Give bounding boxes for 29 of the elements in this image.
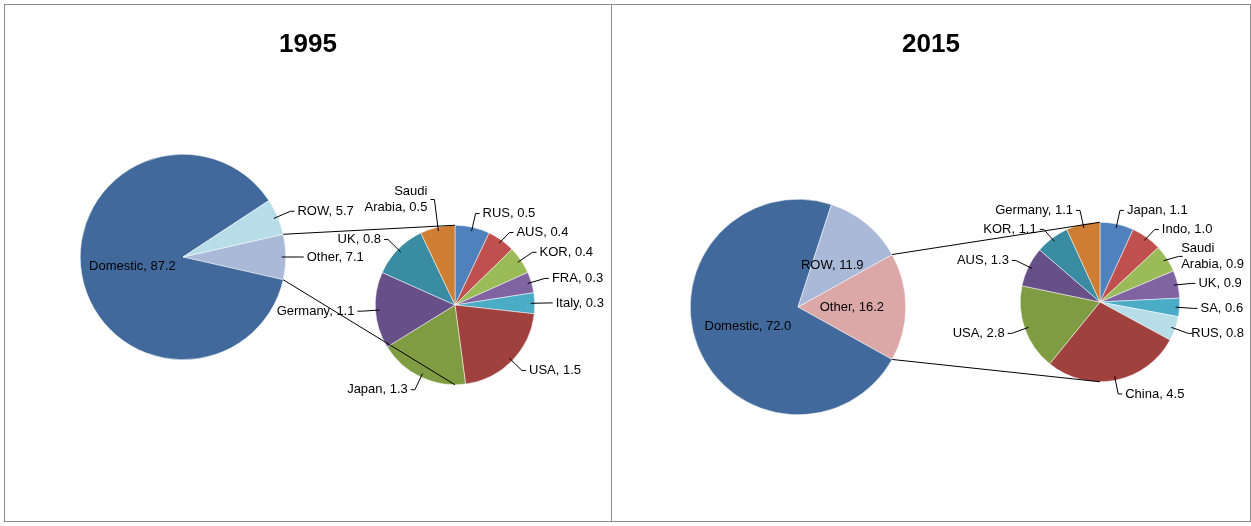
slice-label: USA, 2.8 bbox=[952, 324, 1005, 340]
slice-label: FRA, 0.3 bbox=[551, 269, 604, 285]
slice-label: Saudi Arabia, 0.9 bbox=[1181, 239, 1244, 271]
slice-label: KOR, 1.1 bbox=[983, 220, 1037, 236]
slice-label: Germany, 1.1 bbox=[995, 201, 1074, 217]
slice-label: Italy, 0.3 bbox=[555, 294, 604, 310]
slice-label: Domestic, 87.2 bbox=[89, 257, 176, 273]
slice-label: China, 4.5 bbox=[1125, 385, 1185, 401]
slice-label: UK, 0.9 bbox=[1198, 274, 1242, 290]
slice-label: Japan, 1.1 bbox=[1126, 201, 1188, 217]
slice-label: KOR, 0.4 bbox=[539, 243, 593, 259]
chart-title: 2015 bbox=[902, 28, 960, 59]
slice-label: USA, 1.5 bbox=[529, 362, 582, 378]
slice-label: RUS, 0.8 bbox=[1191, 324, 1245, 340]
slice-label: Other, 16.2 bbox=[819, 298, 885, 314]
slice-label: Saudi Arabia, 0.5 bbox=[364, 183, 428, 215]
slice-label: Other, 7.1 bbox=[306, 248, 364, 264]
slice-label: UK, 0.8 bbox=[337, 231, 381, 247]
slice-label: RUS, 0.5 bbox=[482, 205, 536, 221]
slice-label: ROW, 11.9 bbox=[800, 256, 864, 272]
slice-label: Germany, 1.1 bbox=[276, 302, 355, 318]
slice-label: Domestic, 72.0 bbox=[704, 318, 792, 334]
chart-title: 1995 bbox=[279, 28, 337, 59]
slice-label: ROW, 5.7 bbox=[297, 202, 354, 218]
slice-label: AUS, 1.3 bbox=[956, 252, 1009, 268]
slice-label: SA, 0.6 bbox=[1200, 299, 1244, 315]
slice-label: AUS, 0.4 bbox=[516, 224, 569, 240]
slice-label: Japan, 1.3 bbox=[347, 381, 408, 397]
slice-label: Indo, 1.0 bbox=[1161, 220, 1213, 236]
